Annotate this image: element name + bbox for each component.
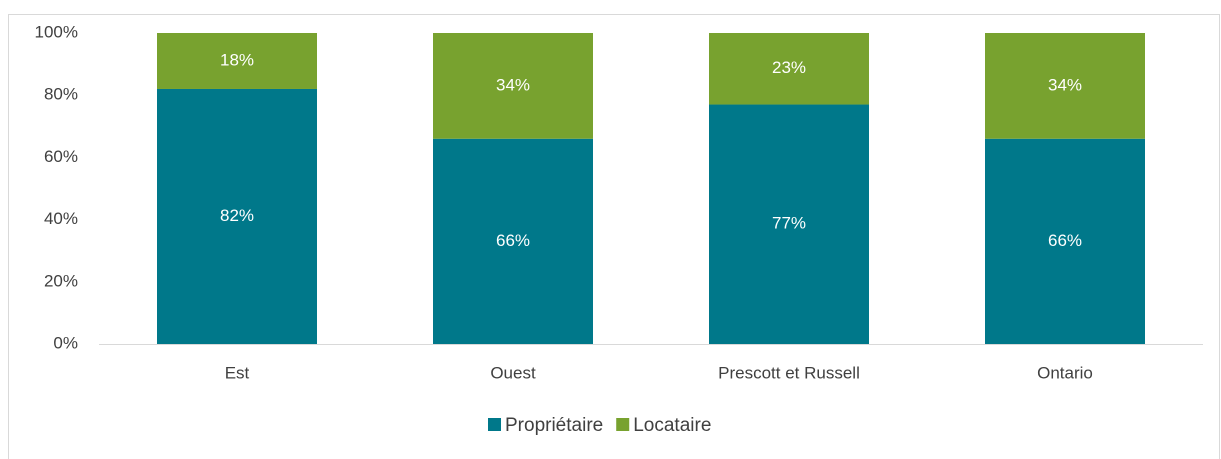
x-tick-label: Est (225, 363, 250, 382)
legend-swatch (488, 418, 501, 431)
y-tick-label: 100% (35, 22, 78, 41)
data-label: 34% (1048, 75, 1082, 94)
x-tick-label: Ontario (1037, 363, 1093, 382)
bar-segment (985, 138, 1145, 344)
bar-segment (157, 33, 317, 89)
data-label: 66% (496, 231, 530, 250)
bar-segment (709, 33, 869, 105)
y-tick-label: 0% (53, 333, 78, 352)
data-label: 82% (220, 206, 254, 225)
x-tick-label: Ouest (490, 363, 536, 382)
bar-segment (709, 104, 869, 344)
y-tick-label: 80% (44, 85, 78, 104)
x-tick-label: Prescott et Russell (718, 363, 860, 382)
legend-label: Propriétaire (505, 415, 603, 436)
data-label: 66% (1048, 231, 1082, 250)
y-tick-label: 40% (44, 209, 78, 228)
data-label: 18% (220, 50, 254, 69)
legend-swatch (616, 418, 630, 431)
bar-segment (433, 138, 593, 344)
legend-label: Locataire (633, 415, 711, 436)
bar-segment (985, 33, 1145, 139)
data-label: 34% (496, 75, 530, 94)
y-tick-label: 60% (44, 147, 78, 166)
data-label: 77% (772, 214, 806, 233)
bar-segment (157, 88, 317, 344)
data-label: 23% (772, 58, 806, 77)
bar-segment (433, 33, 593, 139)
y-tick-label: 20% (44, 271, 78, 290)
